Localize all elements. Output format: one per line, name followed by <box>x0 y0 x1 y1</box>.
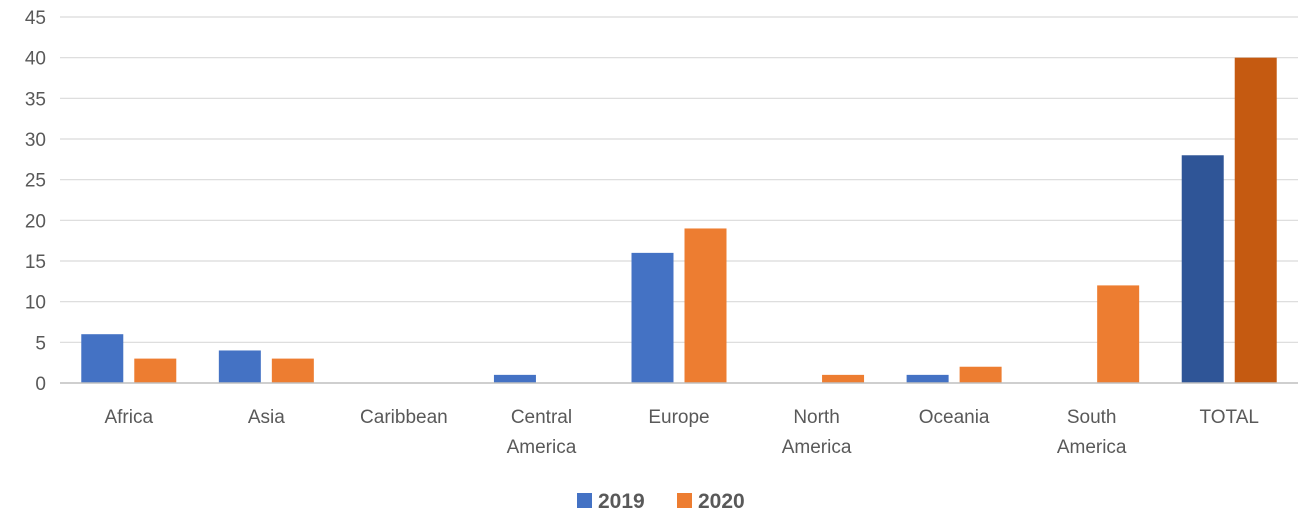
bars <box>81 57 1277 384</box>
y-tick-label: 40 <box>25 49 46 70</box>
bar-2019-oceania <box>906 374 949 383</box>
legend-swatch-2020 <box>677 493 692 508</box>
y-tick-label: 20 <box>25 211 46 232</box>
x-category-label: Central America <box>507 407 577 458</box>
bar-2020-total <box>1234 57 1277 384</box>
x-category-label-line: Caribbean <box>360 407 448 428</box>
bar-2019-central-america <box>493 374 536 383</box>
x-category-label-line: America <box>507 437 577 458</box>
x-axis-category-labels: Africa Asia Caribbean Central America Europe N… <box>104 407 1258 458</box>
x-category-label-line: TOTAL <box>1199 407 1258 428</box>
x-category-label: Caribbean <box>360 407 448 428</box>
x-category-label-line: America <box>782 437 852 458</box>
x-category-label: Oceania <box>919 407 990 428</box>
gridlines <box>60 16 1298 343</box>
x-category-label: TOTAL <box>1199 407 1258 428</box>
bar-2019-europe <box>631 252 674 383</box>
legend-label-2019: 2019 <box>598 490 645 513</box>
x-category-label-line: Europe <box>648 407 709 428</box>
y-tick-label: 25 <box>25 171 46 192</box>
y-tick-label: 10 <box>25 293 46 314</box>
y-tick-label: 5 <box>35 333 46 354</box>
bar-2020-north-america <box>822 374 865 383</box>
bar-2020-asia <box>271 358 314 383</box>
x-category-label-line: Asia <box>248 407 285 428</box>
x-category-label-line: South <box>1067 407 1117 428</box>
y-tick-label: 45 <box>25 8 46 29</box>
x-category-label-line: North <box>793 407 839 428</box>
bar-2019-africa <box>81 334 124 383</box>
legend: 2019 2020 <box>577 490 745 513</box>
x-category-label: South America <box>1057 407 1127 458</box>
y-axis-tick-labels: 0 5 10 15 20 25 30 35 40 45 <box>25 8 46 395</box>
x-category-label: North America <box>782 407 852 458</box>
x-category-label-line: Oceania <box>919 407 990 428</box>
bar-2019-total <box>1181 155 1224 383</box>
legend-label-2020: 2020 <box>698 490 745 513</box>
y-tick-label: 15 <box>25 252 46 273</box>
bar-2019-asia <box>218 350 261 383</box>
x-category-label: Europe <box>648 407 709 428</box>
y-tick-label: 0 <box>35 374 46 395</box>
x-category-label: Africa <box>104 407 153 428</box>
bar-2020-south-america <box>1097 285 1140 383</box>
bar-2020-europe <box>684 228 727 383</box>
bar-2020-oceania <box>959 366 1002 383</box>
y-tick-label: 35 <box>25 89 46 110</box>
bar-2020-africa <box>134 358 177 383</box>
x-category-label: Asia <box>248 407 285 428</box>
y-tick-label: 30 <box>25 130 46 151</box>
legend-swatch-2019 <box>577 493 592 508</box>
x-category-label-line: Africa <box>104 407 153 428</box>
x-category-label-line: Central <box>511 407 572 428</box>
x-category-label-line: America <box>1057 437 1127 458</box>
